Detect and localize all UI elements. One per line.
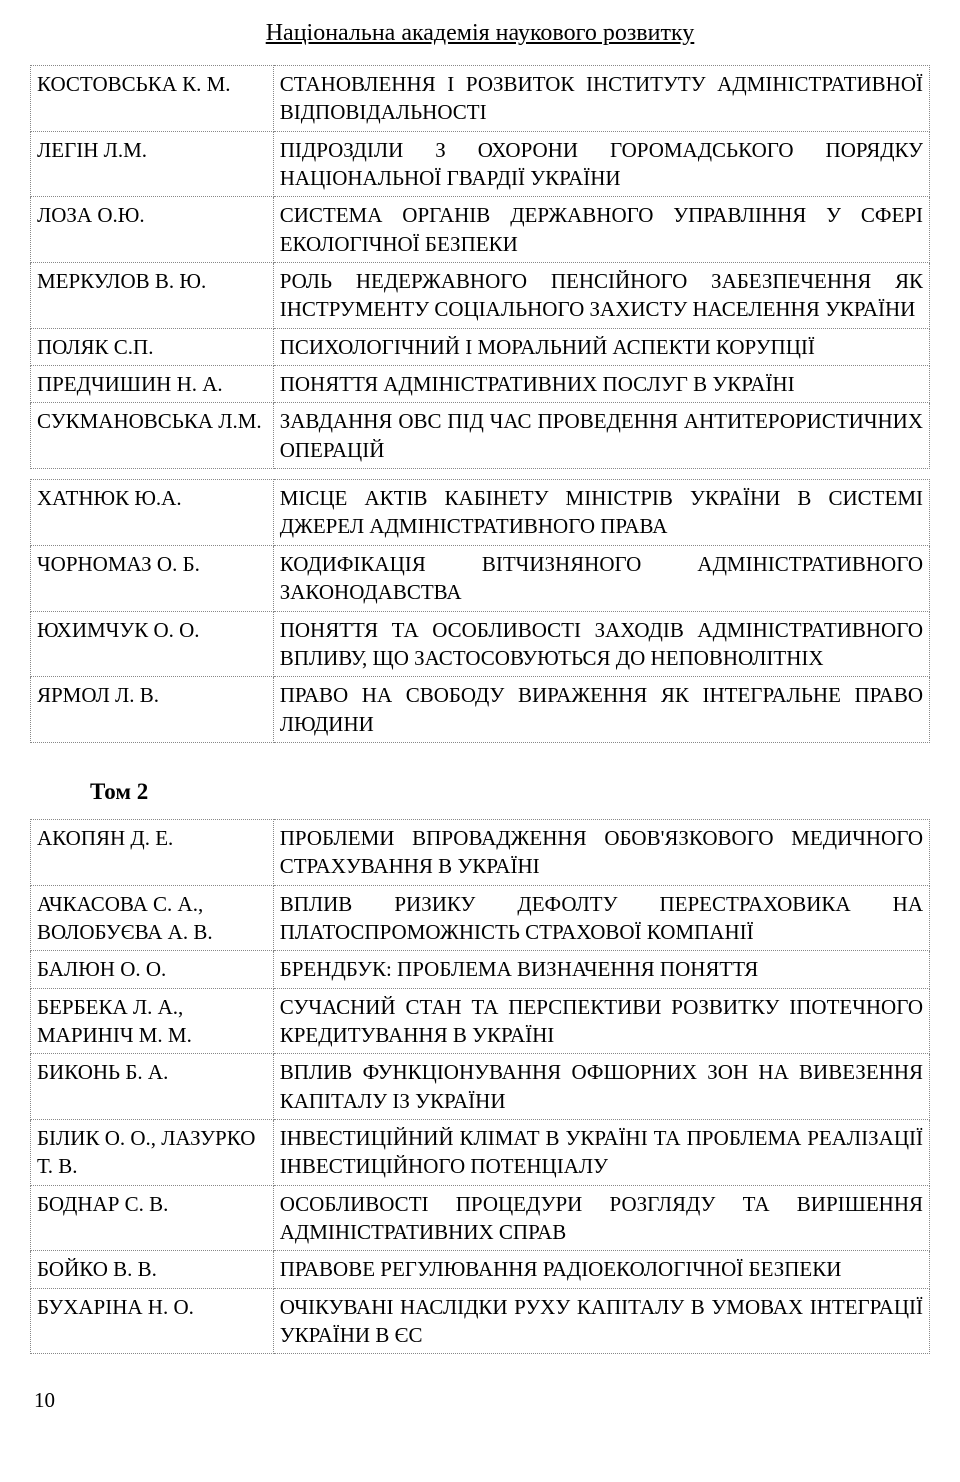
page-number: 10 (34, 1388, 930, 1413)
table-volume-part-a: КОСТОВСЬКА К. М.СТАНОВЛЕННЯ І РОЗВИТОК І… (30, 65, 930, 469)
author-cell: КОСТОВСЬКА К. М. (31, 66, 274, 132)
author-cell: БИКОНЬ Б. А. (31, 1054, 274, 1120)
description-cell: СУЧАСНИЙ СТАН ТА ПЕРСПЕКТИВИ РОЗВИТКУ ІП… (273, 988, 929, 1054)
description-cell: ІНВЕСТИЦІЙНИЙ КЛІМАТ В УКРАЇНІ ТА ПРОБЛЕ… (273, 1119, 929, 1185)
table-row: ЛЕГІН Л.М.ПІДРОЗДІЛИ З ОХОРОНИ ГОРОМАДСЬ… (31, 131, 930, 197)
author-cell: ЧОРНОМАЗ О. Б. (31, 545, 274, 611)
author-cell: АЧКАСОВА С. А., ВОЛОБУЄВА А. В. (31, 885, 274, 951)
author-cell: МЕРКУЛОВ В. Ю. (31, 263, 274, 329)
description-cell: ОСОБЛИВОСТІ ПРОЦЕДУРИ РОЗГЛЯДУ ТА ВИРІШЕ… (273, 1185, 929, 1251)
spacer (30, 469, 930, 479)
author-cell: ПОЛЯК С.П. (31, 328, 274, 365)
table-row: ПРЕДЧИШИН Н. А.ПОНЯТТЯ АДМІНІСТРАТИВНИХ … (31, 366, 930, 403)
description-cell: МІСЦЕ АКТІВ КАБІНЕТУ МІНІСТРІВ УКРАЇНИ В… (273, 480, 929, 546)
description-cell: ПОНЯТТЯ ТА ОСОБЛИВОСТІ ЗАХОДІВ АДМІНІСТР… (273, 611, 929, 677)
description-cell: КОДИФІКАЦІЯ ВІТЧИЗНЯНОГО АДМІНІСТРАТИВНО… (273, 545, 929, 611)
author-cell: БОДНАР С. В. (31, 1185, 274, 1251)
author-cell: ПРЕДЧИШИН Н. А. (31, 366, 274, 403)
description-cell: РОЛЬ НЕДЕРЖАВНОГО ПЕНСІЙНОГО ЗАБЕЗПЕЧЕНН… (273, 263, 929, 329)
description-cell: ВПЛИВ ФУНКЦІОНУВАННЯ ОФШОРНИХ ЗОН НА ВИВ… (273, 1054, 929, 1120)
author-cell: СУКМАНОВСЬКА Л.М. (31, 403, 274, 469)
author-cell: ЛЕГІН Л.М. (31, 131, 274, 197)
section-heading-tom2: Том 2 (90, 779, 930, 805)
page-container: Національна академія наукового розвитку … (0, 0, 960, 1443)
table-row: АКОПЯН Д. Е.ПРОБЛЕМИ ВПРОВАДЖЕННЯ ОБОВ'Я… (31, 819, 930, 885)
description-cell: ПРАВОВЕ РЕГУЛЮВАННЯ РАДІОЕКОЛОГІЧНОЇ БЕЗ… (273, 1251, 929, 1288)
table-row: БІЛИК О. О., ЛАЗУРКО Т. В.ІНВЕСТИЦІЙНИЙ … (31, 1119, 930, 1185)
table-row: БИКОНЬ Б. А.ВПЛИВ ФУНКЦІОНУВАННЯ ОФШОРНИ… (31, 1054, 930, 1120)
table-row: БОДНАР С. В.ОСОБЛИВОСТІ ПРОЦЕДУРИ РОЗГЛЯ… (31, 1185, 930, 1251)
table-row: БУХАРІНА Н. О.ОЧІКУВАНІ НАСЛІДКИ РУХУ КА… (31, 1288, 930, 1354)
author-cell: АКОПЯН Д. Е. (31, 819, 274, 885)
author-cell: БЕРБЕКА Л. А., МАРИНІЧ М. М. (31, 988, 274, 1054)
description-cell: СТАНОВЛЕННЯ І РОЗВИТОК ІНСТИТУТУ АДМІНІС… (273, 66, 929, 132)
page-title: Національна академія наукового розвитку (30, 20, 930, 47)
description-cell: ПРАВО НА СВОБОДУ ВИРАЖЕННЯ ЯК ІНТЕГРАЛЬН… (273, 677, 929, 743)
table-row: ПОЛЯК С.П.ПСИХОЛОГІЧНИЙ І МОРАЛЬНИЙ АСПЕ… (31, 328, 930, 365)
table-row: АЧКАСОВА С. А., ВОЛОБУЄВА А. В.ВПЛИВ РИЗ… (31, 885, 930, 951)
table-row: ХАТНЮК Ю.А.МІСЦЕ АКТІВ КАБІНЕТУ МІНІСТРІ… (31, 480, 930, 546)
table-row: БЕРБЕКА Л. А., МАРИНІЧ М. М.СУЧАСНИЙ СТА… (31, 988, 930, 1054)
description-cell: ВПЛИВ РИЗИКУ ДЕФОЛТУ ПЕРЕСТРАХОВИКА НА П… (273, 885, 929, 951)
author-cell: ЛОЗА О.Ю. (31, 197, 274, 263)
table-row: КОСТОВСЬКА К. М.СТАНОВЛЕННЯ І РОЗВИТОК І… (31, 66, 930, 132)
description-cell: ОЧІКУВАНІ НАСЛІДКИ РУХУ КАПІТАЛУ В УМОВА… (273, 1288, 929, 1354)
author-cell: ЯРМОЛ Л. В. (31, 677, 274, 743)
description-cell: СИСТЕМА ОРГАНІВ ДЕРЖАВНОГО УПРАВЛІННЯ У … (273, 197, 929, 263)
table-row: ЮХИМЧУК О. О.ПОНЯТТЯ ТА ОСОБЛИВОСТІ ЗАХО… (31, 611, 930, 677)
table-row: ЯРМОЛ Л. В.ПРАВО НА СВОБОДУ ВИРАЖЕННЯ ЯК… (31, 677, 930, 743)
description-cell: ПРОБЛЕМИ ВПРОВАДЖЕННЯ ОБОВ'ЯЗКОВОГО МЕДИ… (273, 819, 929, 885)
author-cell: ЮХИМЧУК О. О. (31, 611, 274, 677)
table-volume-2: АКОПЯН Д. Е.ПРОБЛЕМИ ВПРОВАДЖЕННЯ ОБОВ'Я… (30, 819, 930, 1355)
table-row: ЧОРНОМАЗ О. Б.КОДИФІКАЦІЯ ВІТЧИЗНЯНОГО А… (31, 545, 930, 611)
table-row: БОЙКО В. В.ПРАВОВЕ РЕГУЛЮВАННЯ РАДІОЕКОЛ… (31, 1251, 930, 1288)
table-row: СУКМАНОВСЬКА Л.М.ЗАВДАННЯ ОВС ПІД ЧАС ПР… (31, 403, 930, 469)
author-cell: БУХАРІНА Н. О. (31, 1288, 274, 1354)
author-cell: БОЙКО В. В. (31, 1251, 274, 1288)
table-row: МЕРКУЛОВ В. Ю.РОЛЬ НЕДЕРЖАВНОГО ПЕНСІЙНО… (31, 263, 930, 329)
author-cell: БАЛЮН О. О. (31, 951, 274, 988)
author-cell: ХАТНЮК Ю.А. (31, 480, 274, 546)
author-cell: БІЛИК О. О., ЛАЗУРКО Т. В. (31, 1119, 274, 1185)
description-cell: ЗАВДАННЯ ОВС ПІД ЧАС ПРОВЕДЕННЯ АНТИТЕРО… (273, 403, 929, 469)
description-cell: ПСИХОЛОГІЧНИЙ І МОРАЛЬНИЙ АСПЕКТИ КОРУПЦ… (273, 328, 929, 365)
table-volume-part-b: ХАТНЮК Ю.А.МІСЦЕ АКТІВ КАБІНЕТУ МІНІСТРІ… (30, 479, 930, 743)
description-cell: ПОНЯТТЯ АДМІНІСТРАТИВНИХ ПОСЛУГ В УКРАЇН… (273, 366, 929, 403)
description-cell: БРЕНДБУК: ПРОБЛЕМА ВИЗНАЧЕННЯ ПОНЯТТЯ (273, 951, 929, 988)
description-cell: ПІДРОЗДІЛИ З ОХОРОНИ ГОРОМАДСЬКОГО ПОРЯД… (273, 131, 929, 197)
table-row: БАЛЮН О. О.БРЕНДБУК: ПРОБЛЕМА ВИЗНАЧЕННЯ… (31, 951, 930, 988)
table-row: ЛОЗА О.Ю.СИСТЕМА ОРГАНІВ ДЕРЖАВНОГО УПРА… (31, 197, 930, 263)
